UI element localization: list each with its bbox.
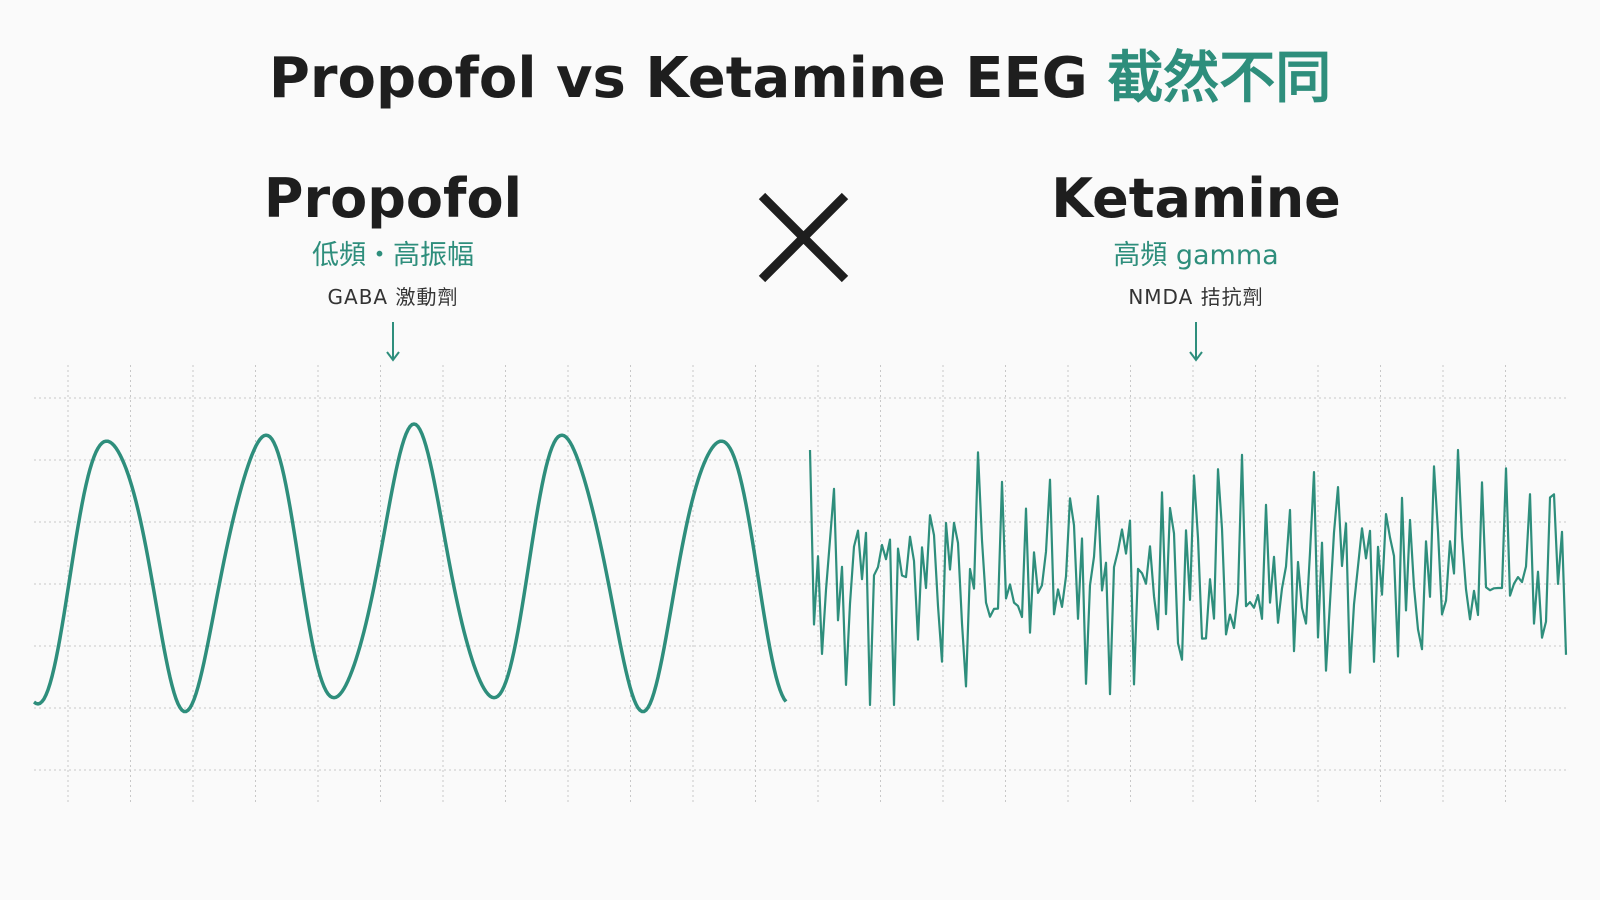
panel-subtitle: 高頻 gamma	[1113, 240, 1278, 271]
panel-mechanism: GABA 激動劑	[328, 285, 459, 309]
arrow	[386, 322, 400, 362]
propofol-wave	[32, 422, 788, 714]
panel-name: Propofol	[264, 167, 522, 230]
versus-mark	[758, 192, 849, 283]
arrow	[1189, 322, 1203, 362]
panel-subtitle: 低頻・高振幅	[312, 240, 474, 271]
panel-mechanism: NMDA 拮抗劑	[1128, 285, 1263, 309]
grid	[34, 365, 1566, 805]
title-main: Propofol vs Ketamine EEG	[269, 46, 1088, 111]
panel-name: Ketamine	[1051, 167, 1341, 230]
title: Propofol vs Ketamine EEG 截然不同	[269, 46, 1331, 111]
ketamine-wave	[808, 448, 1568, 707]
title-highlight: 截然不同	[1107, 46, 1331, 111]
